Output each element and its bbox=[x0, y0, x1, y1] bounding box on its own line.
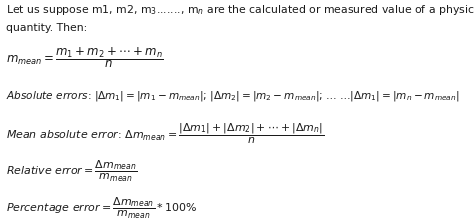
Text: $\mathbf{\mathit{Percentage\ error}} = \dfrac{\Delta m_{mean}}{m_{mean}} * 100\%: $\mathbf{\mathit{Percentage\ error}} = \… bbox=[6, 196, 197, 219]
Text: $\mathbf{\mathit{Absolute\ errors}}$: $|\Delta m_1| = |m_1 - m_{mean}|$; $|\Delt: $\mathbf{\mathit{Absolute\ errors}}$: $|… bbox=[6, 89, 460, 103]
Text: $m_{mean} = \dfrac{m_1 + m_2 + \cdots + m_n}{n}$: $m_{mean} = \dfrac{m_1 + m_2 + \cdots + … bbox=[6, 45, 164, 70]
Text: Let us suppose m1, m2, m$_3$......., m$_n$ are the calculated or measured value : Let us suppose m1, m2, m$_3$......., m$_… bbox=[6, 3, 474, 17]
Text: quantity. Then:: quantity. Then: bbox=[6, 23, 87, 33]
Text: $\mathbf{\mathit{Mean\ absolute\ error}}$: $\Delta m_{mean} = \dfrac{|\Delta m_1: $\mathbf{\mathit{Mean\ absolute\ error}}… bbox=[6, 122, 325, 146]
Text: $\mathbf{\mathit{Relative\ error}} = \dfrac{\Delta m_{mean}}{m_{mean}}$: $\mathbf{\mathit{Relative\ error}} = \df… bbox=[6, 159, 137, 184]
